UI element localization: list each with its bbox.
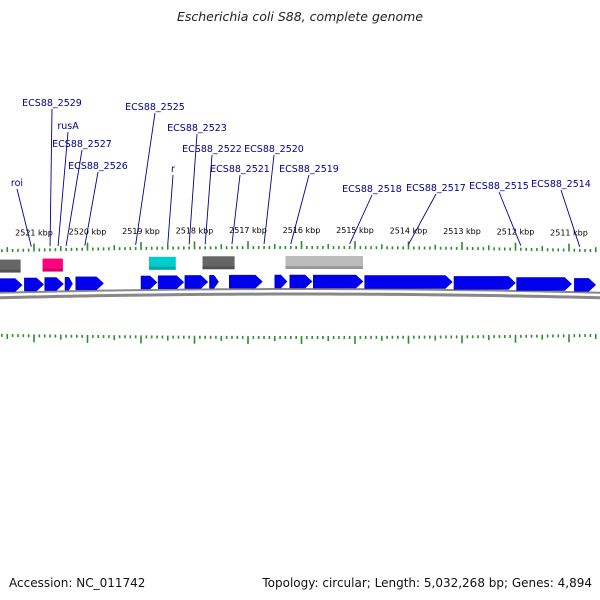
rrna-box: [42, 258, 63, 272]
gene-label: ECS88_2519: [279, 164, 339, 175]
tick-label: 2513 kbp: [443, 227, 481, 236]
cds-arrow: [229, 274, 263, 289]
feature-shadow: [0, 269, 21, 273]
gene-leader-line: [204, 154, 213, 245]
backbone-arc-inner: [0, 292, 600, 300]
cds-arrow: [289, 274, 313, 289]
gene-label: ECS88_2529: [22, 98, 82, 109]
gene-label: ECS88_2520: [244, 144, 304, 155]
cds-arrow: [209, 275, 219, 289]
gene-leader-line: [167, 174, 174, 245]
cds-arrow: [64, 276, 73, 291]
gene-label: ECS88_2515: [469, 181, 529, 192]
trna-box: [149, 256, 176, 270]
gene-label: ECS88_2522: [182, 144, 242, 155]
cds-arrow: [313, 274, 364, 289]
gene-label: r: [171, 164, 175, 175]
feature-track: [0, 256, 597, 292]
pseudo-dark-box: [0, 259, 21, 273]
cds-arrow: [75, 276, 104, 291]
gene-leader-line: [84, 171, 99, 246]
feature-shadow: [285, 266, 364, 270]
tick-label: 2516 kbp: [283, 226, 321, 235]
gene-label: ECS88_2526: [68, 161, 128, 172]
backbone-arc-outer: [0, 287, 600, 294]
gene-label: ECS88_2523: [167, 123, 227, 134]
tick-label: 2517 kbp: [229, 226, 267, 235]
gene-leader-line: [263, 154, 275, 245]
gene-label: ECS88_2514: [531, 179, 591, 190]
tick-label: 2519 kbp: [122, 227, 160, 236]
cds-arrow: [453, 276, 516, 290]
gene-leader-line: [57, 131, 69, 247]
gene-leader-line: [560, 189, 581, 247]
accession-text: Accession: NC_011742: [9, 576, 146, 590]
gene-label: roi: [11, 178, 23, 189]
cds-arrow: [44, 277, 64, 291]
cds-arrow: [157, 275, 185, 289]
cds-arrow: [516, 277, 573, 291]
tick-label: 2515 kbp: [336, 226, 374, 235]
tick-label: 2511 kbp: [550, 229, 588, 238]
gene-leader-line: [290, 174, 310, 245]
genome-stats-text: Topology: circular; Length: 5,032,268 bp…: [262, 576, 592, 590]
tick-label: 2518 kbp: [176, 226, 214, 235]
cds-arrow: [24, 277, 44, 292]
gene-label: ECS88_2521: [210, 164, 270, 175]
map-title: Escherichia coli S88, complete genome: [176, 9, 424, 24]
gene-leader-line: [349, 194, 373, 245]
backbone: [0, 287, 600, 300]
gene-leader-line: [231, 174, 241, 245]
gene-leader-line: [65, 149, 83, 247]
cds-arrow: [184, 275, 209, 289]
cds-arrow: [274, 274, 288, 289]
gene-label: rusA: [57, 121, 79, 132]
cds-arrow: [0, 278, 23, 292]
cds-arrow: [364, 275, 453, 289]
gene-label-layer: roi ECS88_2529 rusA ECS88_2527 ECS88_2526 ECS…: [11, 98, 591, 247]
tick-label: 2514 kbp: [390, 226, 428, 235]
gene-label: ECS88_2525: [125, 102, 185, 113]
feature-shadow: [202, 266, 235, 270]
cds-arrow: [574, 278, 597, 292]
pseudo-light-box: [285, 256, 364, 270]
gene-leader-line: [49, 108, 53, 247]
gene-leader-line: [16, 188, 32, 247]
gene-leader-line: [135, 112, 156, 246]
gene-label: ECS88_2517: [406, 183, 466, 194]
tick-ruler: 2521 kbp 2520 kbp 2519 kbp 2518 kbp 2517 kbp…: [1, 226, 597, 344]
pseudo-dark-box: [202, 256, 235, 270]
gene-label: ECS88_2518: [342, 184, 402, 195]
feature-shadow: [149, 266, 176, 270]
feature-shadow: [42, 268, 63, 272]
cds-arrow: [140, 275, 158, 290]
gene-label: ECS88_2527: [52, 139, 112, 150]
gene-leader-line: [408, 193, 437, 245]
tick-label: 2521 kbp: [15, 229, 53, 238]
gene-leader-line: [188, 133, 198, 245]
gene-leader-line: [498, 191, 522, 246]
